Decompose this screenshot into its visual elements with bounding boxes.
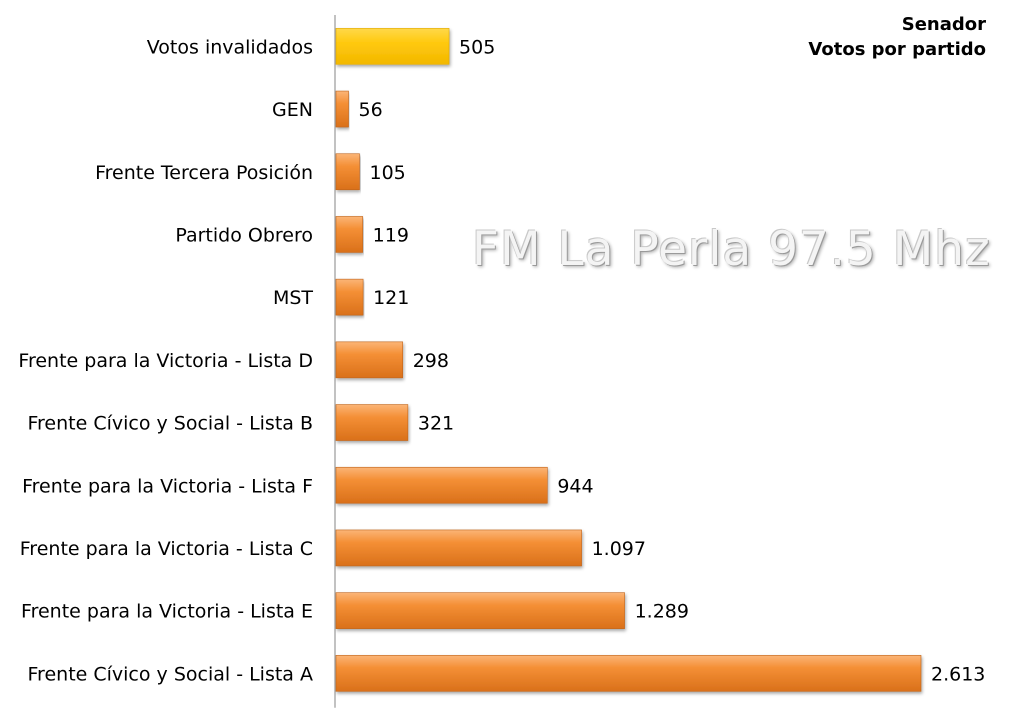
- bar-1: [335, 28, 450, 65]
- bar-10: [335, 592, 625, 629]
- category-label: Frente para la Victoria - Lista F: [22, 475, 313, 497]
- chart-title-block: Senador Votos por partido: [808, 12, 986, 62]
- chart-title: Senador: [901, 14, 986, 35]
- bar-3: [335, 153, 360, 191]
- bar-6: [335, 341, 404, 379]
- bar-9: [335, 529, 582, 567]
- value-label: 1.097: [592, 538, 646, 560]
- value-label: 505: [459, 36, 495, 58]
- labels-layer: Votos invalidados 505 GEN 56 Frente Tercera …: [18, 36, 985, 685]
- category-label: GEN: [272, 99, 313, 121]
- bar-2: [335, 90, 349, 128]
- bar-7: [335, 404, 409, 441]
- category-label: Votos invalidados: [147, 36, 313, 58]
- value-label: 298: [413, 350, 449, 372]
- value-label: 1.289: [635, 601, 689, 623]
- bar-8: [335, 466, 548, 504]
- category-label: Frente para la Victoria - Lista C: [20, 538, 313, 560]
- bars-layer: [335, 28, 922, 692]
- category-label: Frente Cívico y Social - Lista A: [28, 663, 313, 685]
- chart-subtitle: Votos por partido: [808, 39, 986, 60]
- value-label: 321: [418, 413, 454, 435]
- value-label: 121: [373, 287, 409, 309]
- category-label: Partido Obrero: [175, 224, 313, 246]
- watermark-text: FM La Perla 97.5 Mhz: [472, 222, 991, 277]
- category-label: Frente para la Victoria - Lista E: [21, 601, 313, 623]
- value-label: 105: [370, 162, 406, 184]
- bar-5: [335, 278, 364, 316]
- value-label: 944: [557, 475, 593, 497]
- category-label: Frente Cívico y Social - Lista B: [27, 413, 313, 435]
- value-label: 119: [373, 224, 409, 246]
- category-label: Frente Tercera Posición: [95, 162, 313, 184]
- category-label: MST: [273, 287, 313, 309]
- bar-4: [335, 216, 363, 253]
- value-label: 2.613: [931, 663, 985, 685]
- category-label: Frente para la Victoria - Lista D: [18, 350, 313, 372]
- value-label: 56: [359, 99, 383, 121]
- bar-11: [335, 655, 922, 692]
